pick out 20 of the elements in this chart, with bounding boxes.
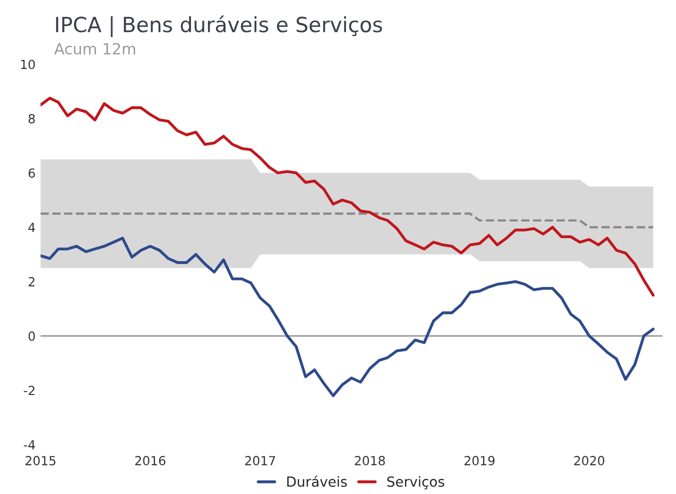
y-tick-label: 4 <box>28 222 35 232</box>
y-tick-label: -4 <box>24 440 35 450</box>
line-series <box>40 96 655 297</box>
chart-subtitle: Acum 12m <box>54 43 136 55</box>
line-series <box>40 236 655 398</box>
x-tick-label: 2016 <box>135 456 166 466</box>
legend-label: Serviços <box>387 476 444 490</box>
x-tick-label: 2020 <box>574 456 604 466</box>
y-tick-label: 6 <box>28 168 35 178</box>
y-tick-label: -2 <box>24 386 34 396</box>
x-tick-label: 2017 <box>245 456 276 466</box>
chart-title: IPCA | Bens duráveis e Serviços <box>56 15 382 38</box>
y-tick-label: 0 <box>28 331 35 341</box>
x-tick-label: 2015 <box>26 456 56 466</box>
y-tick-label: 2 <box>28 277 34 286</box>
y-tick-label: 8 <box>28 114 35 124</box>
x-tick-label: 2019 <box>464 456 495 466</box>
y-tick-label: 10 <box>21 60 35 70</box>
x-tick-label: 2018 <box>354 456 385 466</box>
legend-label: Duráveis <box>287 476 347 487</box>
